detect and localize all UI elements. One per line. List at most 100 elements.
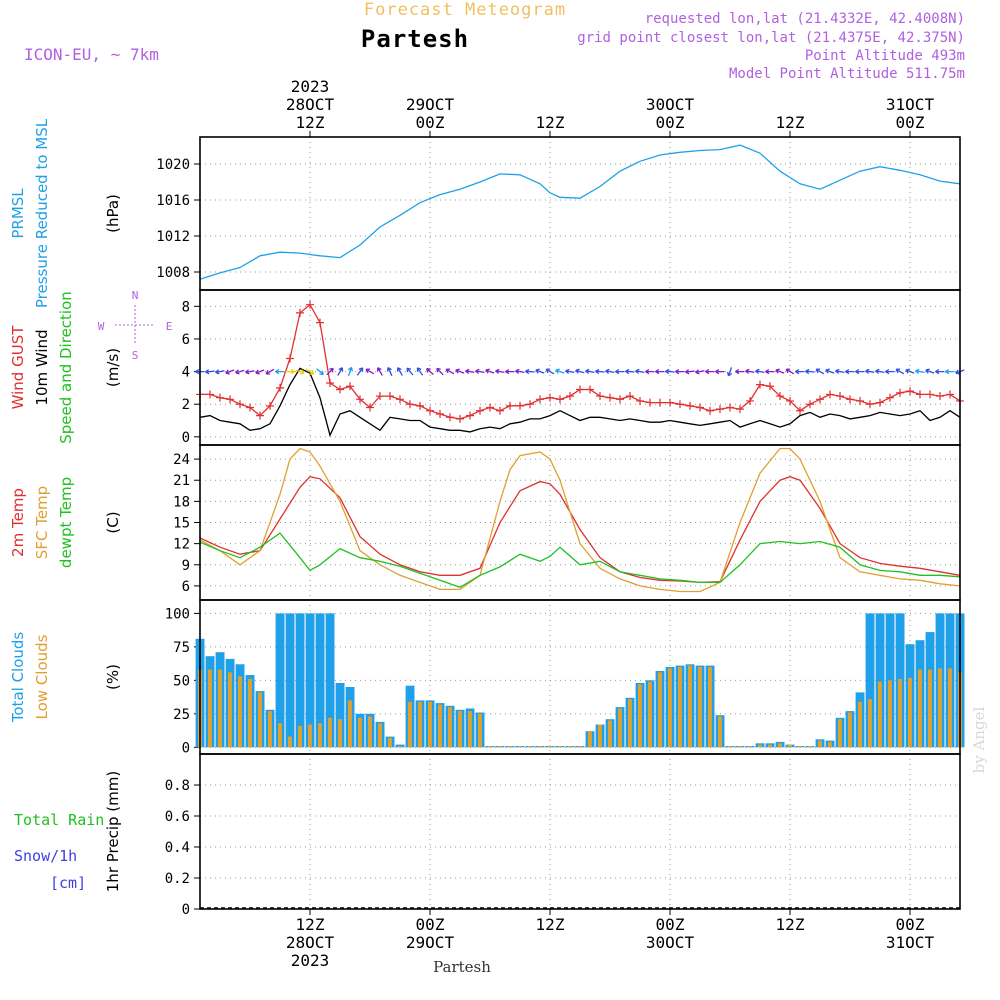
gust-point: [296, 308, 304, 317]
bar-total-clouds: [335, 683, 345, 748]
wind-arrow: [465, 368, 475, 374]
wind-arrow: [865, 368, 875, 374]
bar-low-clouds: [258, 692, 262, 748]
wind-arrow: [225, 369, 235, 375]
bar-low-clouds: [238, 676, 242, 748]
gust-point: [386, 392, 394, 401]
panel-label: PRMSL: [9, 188, 27, 239]
bar-low-clouds: [588, 731, 592, 748]
wind-arrow: [875, 368, 885, 374]
series-line-sfc-temp: [199, 447, 961, 593]
gust-point: [376, 392, 384, 401]
wind-arrow: [615, 368, 625, 375]
wind-arrow: [245, 369, 255, 375]
bottom-tick-label: 00Z: [656, 915, 685, 934]
bar-low-clouds: [308, 724, 312, 748]
wind-arrow: [755, 368, 765, 374]
bar-low-clouds: [378, 723, 382, 748]
gust-point: [346, 382, 354, 391]
y-tick-label: 21: [173, 473, 190, 489]
bar-low-clouds: [248, 679, 252, 748]
bar-low-clouds: [328, 717, 332, 748]
bar-low-clouds: [858, 701, 862, 748]
wind-arrow: [905, 368, 915, 374]
bar-low-clouds: [498, 746, 502, 748]
gust-point: [696, 403, 704, 412]
bar-low-clouds: [618, 708, 622, 748]
bar-total-clouds: [315, 613, 325, 748]
gust-point: [746, 396, 754, 405]
wind-arrow: [845, 368, 855, 375]
wind-arrow: [585, 368, 595, 374]
bar-low-clouds: [228, 672, 232, 748]
wind-arrow: [386, 366, 393, 376]
bottom-tick-label: 31OCT: [886, 933, 935, 952]
bar-low-clouds: [918, 669, 922, 748]
gust-point: [446, 413, 454, 422]
bar-low-clouds: [948, 668, 952, 748]
gust-point: [916, 390, 924, 399]
wind-arrow: [945, 368, 955, 375]
y-tick-label: 0.2: [165, 871, 190, 887]
bar-low-clouds: [678, 667, 682, 748]
panel-pressure: 1008 1012 1016 1020 (hPa) PRMSL Pressure Reduc…: [9, 118, 961, 308]
wind-arrow: [715, 368, 725, 375]
bar-low-clouds: [688, 665, 692, 748]
bar-low-clouds: [488, 746, 492, 748]
chart-subtitle: Forecast Meteogram: [364, 0, 566, 20]
y-axis-label: (m/s): [104, 348, 122, 387]
top-tick-label: 12Z: [296, 113, 325, 132]
gust-point: [616, 395, 624, 404]
wind-arrow: [455, 368, 465, 374]
gust-point: [946, 390, 954, 399]
gust-point: [766, 382, 774, 391]
wind-arrow: [825, 368, 835, 374]
wind-arrow: [295, 369, 305, 375]
wind-arrow: [337, 367, 344, 376]
bar-low-clouds: [778, 743, 782, 748]
gust-point: [846, 395, 854, 404]
bar-low-clouds: [368, 716, 372, 748]
bar-low-clouds: [758, 744, 762, 748]
wind-arrow: [215, 369, 225, 375]
bar-low-clouds: [788, 744, 792, 748]
wind-arrow: [765, 368, 775, 375]
gust-point: [236, 400, 244, 409]
bar-low-clouds: [708, 667, 712, 748]
top-tick-label: 12Z: [536, 113, 565, 132]
bar-low-clouds: [798, 746, 802, 748]
gust-point: [596, 392, 604, 401]
gust-point: [316, 318, 324, 327]
panel-temperature: 6 9 12 15 18 21 24 (C) 2m Temp SFC Temp dewpt Temp: [9, 444, 961, 601]
wind-arrow: [445, 368, 455, 375]
y-tick-label: 25: [173, 707, 190, 723]
panel-label: [cm]: [50, 874, 86, 892]
info-line-3: Point Altitude 493m: [805, 48, 965, 64]
bar-low-clouds: [728, 746, 732, 748]
bar-low-clouds: [578, 746, 582, 748]
y-axis-label: (%): [104, 664, 122, 690]
model-label: ICON-EU, ~ 7km: [24, 45, 159, 64]
wind-arrow: [735, 368, 745, 375]
gust-point: [826, 390, 834, 399]
y-tick-label: 18: [173, 494, 190, 510]
wind-arrow: [745, 368, 755, 374]
y-tick-label: 1016: [156, 193, 190, 209]
panel-label: 2m Temp: [9, 488, 27, 557]
y-tick-label: 50: [173, 673, 190, 689]
wind-arrow: [635, 368, 645, 374]
bar-low-clouds: [298, 725, 302, 748]
watermark: by Angel: [970, 706, 988, 773]
gust-point: [326, 379, 334, 387]
compass-label: W: [98, 320, 105, 333]
gust-point: [856, 396, 864, 405]
gust-point: [776, 392, 784, 401]
wind-arrow: [535, 368, 545, 374]
bar-low-clouds: [418, 701, 422, 748]
y-tick-label: 0.8: [165, 778, 190, 794]
series-line-2m-temp: [199, 475, 961, 584]
panel-label: SFC Temp: [33, 486, 51, 559]
compass-cross: [115, 305, 155, 345]
bar-low-clouds: [538, 746, 542, 748]
